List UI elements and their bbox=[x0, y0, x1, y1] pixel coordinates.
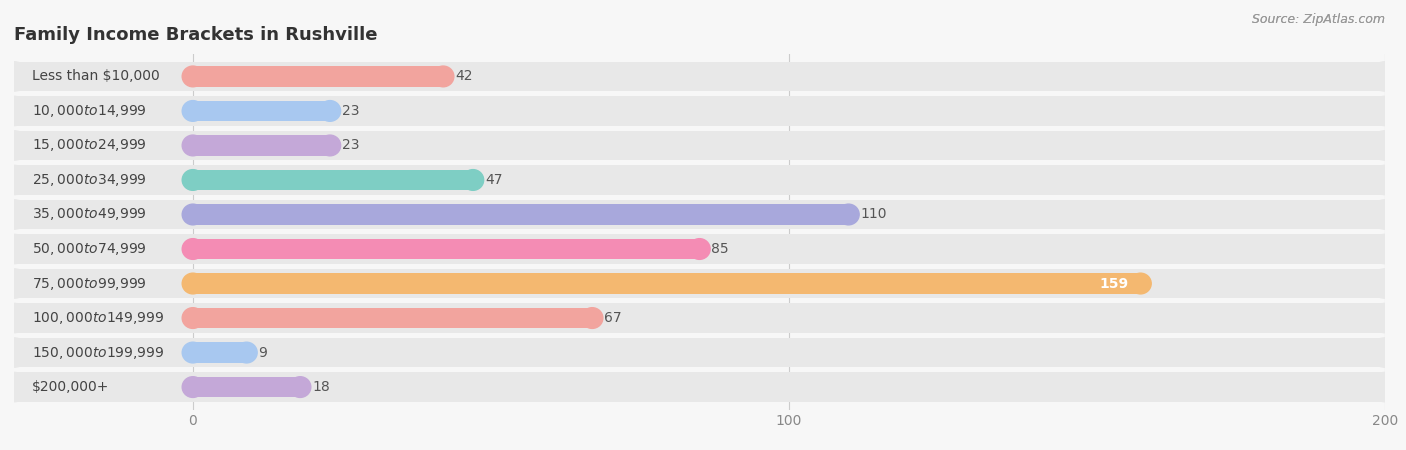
Text: $75,000 to $99,999: $75,000 to $99,999 bbox=[32, 275, 146, 292]
Ellipse shape bbox=[0, 338, 30, 367]
Bar bbox=[193, 170, 472, 190]
Text: $10,000 to $14,999: $10,000 to $14,999 bbox=[32, 103, 146, 119]
Bar bbox=[193, 135, 330, 156]
Bar bbox=[193, 273, 1140, 294]
Ellipse shape bbox=[183, 308, 204, 328]
Ellipse shape bbox=[1369, 200, 1400, 229]
Bar bbox=[14, 131, 1385, 160]
Text: $35,000 to $49,999: $35,000 to $49,999 bbox=[32, 207, 146, 222]
Ellipse shape bbox=[0, 234, 30, 264]
Text: 85: 85 bbox=[711, 242, 730, 256]
Ellipse shape bbox=[1369, 234, 1400, 264]
Ellipse shape bbox=[236, 342, 257, 363]
Ellipse shape bbox=[0, 165, 30, 195]
Text: Family Income Brackets in Rushville: Family Income Brackets in Rushville bbox=[14, 26, 378, 44]
Text: $25,000 to $34,999: $25,000 to $34,999 bbox=[32, 172, 146, 188]
Ellipse shape bbox=[0, 131, 30, 160]
Text: Less than $10,000: Less than $10,000 bbox=[32, 69, 160, 83]
Ellipse shape bbox=[0, 62, 30, 91]
Ellipse shape bbox=[183, 273, 204, 294]
Ellipse shape bbox=[1369, 303, 1400, 333]
Ellipse shape bbox=[1369, 165, 1400, 195]
Text: Source: ZipAtlas.com: Source: ZipAtlas.com bbox=[1251, 14, 1385, 27]
Bar bbox=[193, 238, 700, 259]
Ellipse shape bbox=[1369, 373, 1400, 402]
Ellipse shape bbox=[1130, 273, 1152, 294]
Text: $150,000 to $199,999: $150,000 to $199,999 bbox=[32, 345, 165, 360]
Ellipse shape bbox=[838, 204, 859, 225]
Text: 47: 47 bbox=[485, 173, 502, 187]
Ellipse shape bbox=[1369, 62, 1400, 91]
Bar bbox=[14, 234, 1385, 264]
Ellipse shape bbox=[0, 373, 30, 402]
Bar bbox=[193, 342, 246, 363]
Text: 42: 42 bbox=[456, 69, 472, 83]
Ellipse shape bbox=[319, 135, 340, 156]
Bar bbox=[193, 101, 330, 122]
Text: 67: 67 bbox=[605, 311, 621, 325]
Bar bbox=[14, 165, 1385, 195]
Bar bbox=[193, 66, 443, 87]
Ellipse shape bbox=[689, 238, 710, 259]
Ellipse shape bbox=[0, 200, 30, 229]
Bar bbox=[14, 62, 1385, 91]
Ellipse shape bbox=[582, 308, 603, 328]
Ellipse shape bbox=[463, 170, 484, 190]
Ellipse shape bbox=[1369, 131, 1400, 160]
Text: $200,000+: $200,000+ bbox=[32, 380, 110, 394]
Text: $50,000 to $74,999: $50,000 to $74,999 bbox=[32, 241, 146, 257]
Ellipse shape bbox=[183, 101, 204, 122]
Text: 18: 18 bbox=[312, 380, 330, 394]
Ellipse shape bbox=[433, 66, 454, 87]
Bar bbox=[14, 338, 1385, 367]
Ellipse shape bbox=[183, 66, 204, 87]
Bar bbox=[14, 373, 1385, 402]
Text: $15,000 to $24,999: $15,000 to $24,999 bbox=[32, 137, 146, 153]
Text: 159: 159 bbox=[1099, 276, 1129, 291]
Bar bbox=[14, 269, 1385, 298]
Ellipse shape bbox=[183, 204, 204, 225]
Text: Source: ZipAtlas.com: Source: ZipAtlas.com bbox=[1251, 14, 1385, 27]
Text: 23: 23 bbox=[342, 104, 360, 118]
Bar bbox=[14, 303, 1385, 333]
Ellipse shape bbox=[1369, 269, 1400, 298]
Bar bbox=[14, 96, 1385, 126]
Ellipse shape bbox=[290, 377, 311, 397]
Bar bbox=[193, 204, 848, 225]
Text: 9: 9 bbox=[259, 346, 267, 360]
Ellipse shape bbox=[183, 377, 204, 397]
Ellipse shape bbox=[1369, 96, 1400, 126]
Text: 110: 110 bbox=[860, 207, 887, 221]
Text: 23: 23 bbox=[342, 139, 360, 153]
Bar bbox=[193, 377, 299, 397]
Ellipse shape bbox=[0, 96, 30, 126]
Ellipse shape bbox=[0, 303, 30, 333]
Ellipse shape bbox=[183, 170, 204, 190]
Ellipse shape bbox=[319, 101, 340, 122]
Ellipse shape bbox=[183, 238, 204, 259]
Text: $100,000 to $149,999: $100,000 to $149,999 bbox=[32, 310, 165, 326]
Ellipse shape bbox=[0, 269, 30, 298]
Bar bbox=[193, 308, 592, 328]
Ellipse shape bbox=[183, 135, 204, 156]
Ellipse shape bbox=[1369, 338, 1400, 367]
Bar bbox=[14, 200, 1385, 229]
Ellipse shape bbox=[183, 342, 204, 363]
